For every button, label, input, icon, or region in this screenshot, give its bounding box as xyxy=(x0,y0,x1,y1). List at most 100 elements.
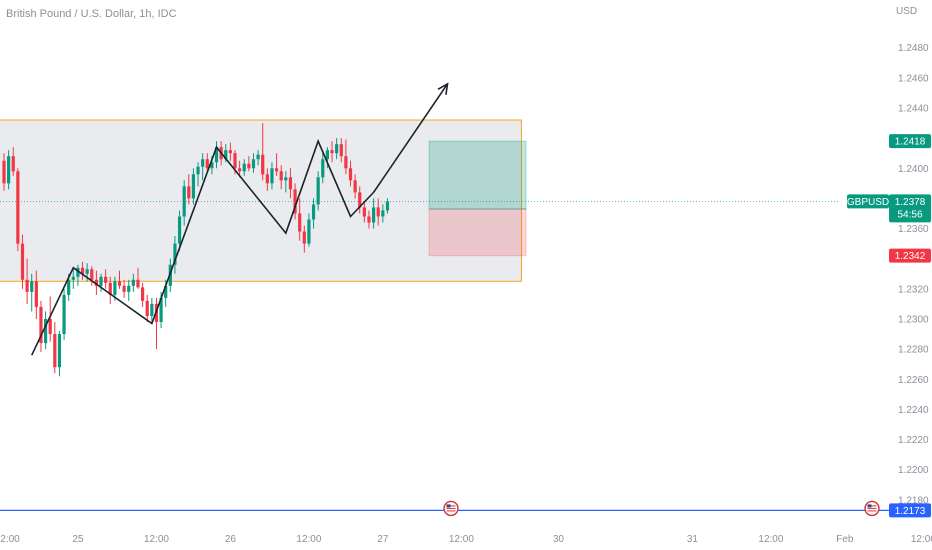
candle[interactable] xyxy=(48,318,52,335)
candle[interactable] xyxy=(136,279,140,288)
candle[interactable] xyxy=(274,168,279,172)
candle[interactable] xyxy=(53,334,57,368)
candle[interactable] xyxy=(339,144,343,157)
candle[interactable] xyxy=(104,276,108,283)
candle[interactable] xyxy=(362,207,366,217)
y-tick-label: 1.2240 xyxy=(898,405,929,416)
candle[interactable] xyxy=(201,159,205,167)
candle[interactable] xyxy=(251,159,256,169)
candle[interactable] xyxy=(57,334,62,368)
candle[interactable] xyxy=(367,216,371,223)
candle[interactable] xyxy=(25,279,29,292)
currency-label: USD xyxy=(896,6,917,17)
flag-canton xyxy=(446,504,451,508)
candle[interactable] xyxy=(67,279,71,295)
candle[interactable] xyxy=(376,207,380,217)
candle[interactable] xyxy=(131,279,135,286)
candle[interactable] xyxy=(159,297,163,322)
candle[interactable] xyxy=(85,269,89,274)
candle[interactable] xyxy=(325,150,329,160)
candle[interactable] xyxy=(381,210,385,217)
y-tick-label: 1.2320 xyxy=(898,284,929,295)
zigzag-pattern[interactable] xyxy=(30,138,375,356)
candle[interactable] xyxy=(311,204,316,220)
candle[interactable] xyxy=(2,160,6,184)
candle[interactable] xyxy=(113,281,117,295)
candle[interactable] xyxy=(7,156,11,184)
x-tick-label: 30 xyxy=(553,534,565,545)
candle[interactable] xyxy=(233,153,237,169)
candle[interactable] xyxy=(335,144,339,154)
candle[interactable] xyxy=(344,156,348,169)
candle[interactable] xyxy=(242,163,246,172)
candle[interactable] xyxy=(256,154,260,160)
candle[interactable] xyxy=(302,231,306,244)
candle[interactable] xyxy=(210,162,214,169)
candle[interactable] xyxy=(141,287,145,301)
candle[interactable] xyxy=(122,285,126,292)
candle[interactable] xyxy=(348,168,353,181)
candle[interactable] xyxy=(307,219,311,244)
candle[interactable] xyxy=(173,243,177,265)
x-tick-label: 25 xyxy=(72,534,84,545)
candle[interactable] xyxy=(316,177,320,205)
candle[interactable] xyxy=(385,201,390,211)
profit-zone[interactable] xyxy=(428,140,527,210)
candle[interactable] xyxy=(99,276,103,286)
candle[interactable] xyxy=(62,294,66,335)
candle[interactable] xyxy=(94,279,98,286)
y-tick-label: 1.2200 xyxy=(898,465,929,476)
projection-arrow[interactable] xyxy=(372,83,449,193)
candle[interactable] xyxy=(145,300,149,316)
candle[interactable] xyxy=(196,166,200,175)
candle[interactable] xyxy=(150,303,154,316)
candle[interactable] xyxy=(71,276,75,280)
candle[interactable] xyxy=(177,216,182,244)
candle[interactable] xyxy=(265,174,269,184)
candle[interactable] xyxy=(76,267,80,277)
candle[interactable] xyxy=(330,150,334,154)
stop-loss-zone[interactable] xyxy=(428,208,527,257)
candle[interactable] xyxy=(205,159,209,169)
candle[interactable] xyxy=(293,189,297,214)
candle[interactable] xyxy=(164,285,168,298)
x-tick-label: 26 xyxy=(225,534,237,545)
candle[interactable] xyxy=(214,147,219,163)
candle[interactable] xyxy=(39,306,43,344)
candle[interactable] xyxy=(372,207,376,223)
candle[interactable] xyxy=(182,186,186,217)
candle[interactable] xyxy=(298,213,302,232)
candle[interactable] xyxy=(261,154,265,175)
candle[interactable] xyxy=(321,159,325,178)
candle[interactable] xyxy=(80,267,85,274)
candle[interactable] xyxy=(191,174,196,199)
candle[interactable] xyxy=(288,177,293,190)
candle[interactable] xyxy=(247,163,251,169)
candle[interactable] xyxy=(34,281,38,307)
candle[interactable] xyxy=(127,285,131,292)
candle[interactable] xyxy=(279,171,283,181)
candle[interactable] xyxy=(353,180,357,193)
candle[interactable] xyxy=(108,282,112,295)
candle[interactable] xyxy=(224,150,228,160)
candle[interactable] xyxy=(187,186,191,199)
candle[interactable] xyxy=(117,281,122,286)
candle[interactable] xyxy=(43,318,48,344)
candle[interactable] xyxy=(20,243,25,280)
candle[interactable] xyxy=(284,177,288,181)
candle[interactable] xyxy=(16,171,20,244)
candle[interactable] xyxy=(238,168,242,172)
x-tick-label: 27 xyxy=(377,534,389,545)
arrow-head-icon xyxy=(437,82,449,95)
x-tick-label: 12:00 xyxy=(144,534,169,545)
symbol-tag[interactable] xyxy=(847,194,889,209)
candle[interactable] xyxy=(228,150,232,154)
y-tick-label: 1.2280 xyxy=(898,345,929,356)
candle[interactable] xyxy=(90,269,94,280)
range-zone[interactable] xyxy=(0,119,522,282)
candle[interactable] xyxy=(30,281,34,292)
candle[interactable] xyxy=(358,192,362,208)
candle[interactable] xyxy=(11,156,15,172)
candle[interactable] xyxy=(270,168,274,184)
